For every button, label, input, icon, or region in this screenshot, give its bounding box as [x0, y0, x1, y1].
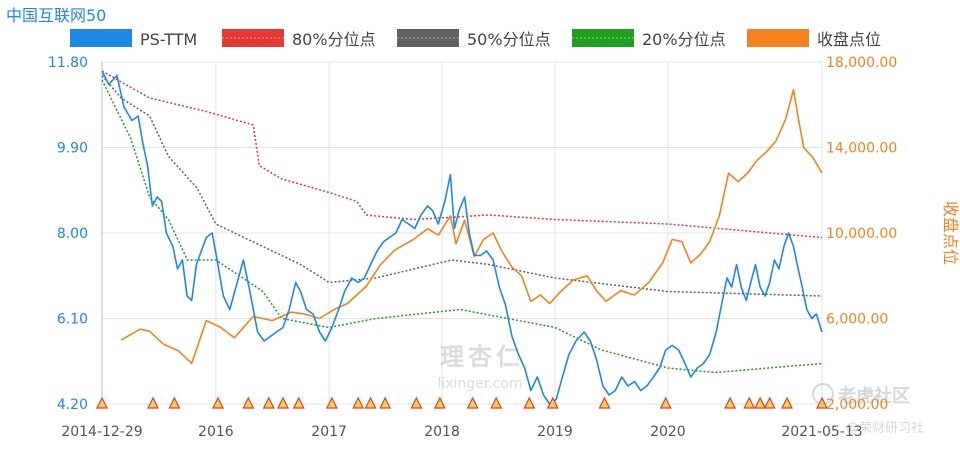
legend-label-p80: 80%分位点	[292, 30, 376, 49]
x-tick-label: 2019	[537, 424, 573, 440]
legend-item-p50: 50%分位点	[397, 29, 551, 49]
watermark-logo: 理杏仁 lixinger.com	[437, 343, 524, 392]
corner-logo-mark	[812, 383, 834, 405]
event-marker	[325, 396, 338, 409]
legend-swatch-p80	[222, 29, 284, 47]
y-left-tick-label: 4.20	[57, 397, 88, 413]
legend-item-ps: PS-TTM	[70, 29, 197, 49]
event-marker	[433, 396, 446, 409]
event-marker	[212, 396, 225, 409]
legend-label-p20: 20%分位点	[642, 30, 726, 49]
y-right-tick-label: 14,000.00	[826, 141, 897, 157]
legend-item-close: 收盘点位	[747, 29, 881, 49]
corner-logo-credit: @荣财研习社	[846, 420, 924, 436]
event-marker	[96, 396, 108, 409]
event-marker	[523, 396, 536, 409]
y-right-tick-label: 10,000.00	[826, 226, 897, 242]
event-marker	[379, 396, 392, 409]
x-tick-label: 2020	[650, 424, 686, 440]
x-tick-label: 2017	[311, 424, 347, 440]
y-left-tick-label: 6.10	[57, 312, 88, 328]
event-marker	[364, 396, 377, 409]
event-marker	[781, 396, 794, 409]
y-right-tick-label: 6,000.00	[826, 312, 888, 328]
event-marker	[410, 396, 423, 409]
corner-logo-name: 老虎社区	[838, 385, 910, 407]
x-tick-label: 2016	[198, 424, 234, 440]
y-left-tick-label: 11.80	[48, 55, 88, 71]
legend-label-p50: 50%分位点	[467, 30, 551, 49]
legend-item-p80: 80%分位点	[222, 29, 376, 49]
legend-swatch-p20	[572, 29, 634, 47]
legend-swatch-ps	[70, 29, 132, 47]
event-marker	[816, 396, 828, 409]
y-right-tick-label: 2,000.00	[826, 397, 888, 413]
legend-label-ps: PS-TTM	[140, 30, 197, 49]
event-marker	[262, 396, 275, 409]
event-marker	[466, 396, 479, 409]
y-right-tick-label: 18,000.00	[826, 55, 897, 71]
event-marker	[659, 396, 672, 409]
x-tick-label: 2014-12-29	[61, 424, 142, 440]
event-marker	[724, 396, 737, 409]
series-line-ps	[101, 70, 823, 405]
event-marker	[763, 396, 776, 409]
event-marker	[598, 396, 611, 409]
series-line-p50	[101, 75, 823, 297]
series-line-close	[120, 89, 823, 365]
x-tick-label: 2018	[424, 424, 460, 440]
y-right-axis-title: 收盘点位	[941, 201, 960, 265]
event-marker	[754, 396, 767, 409]
series-line-p20	[101, 79, 823, 374]
y-left-tick-label: 9.90	[57, 141, 88, 157]
event-marker	[490, 396, 503, 409]
chart-title: 中国互联网50	[6, 6, 107, 25]
event-marker	[292, 396, 305, 409]
corner-logo: 老虎社区 @荣财研习社	[812, 383, 924, 436]
y-left-tick-label: 8.00	[57, 226, 88, 242]
legend-item-p20: 20%分位点	[572, 29, 726, 49]
legend-swatch-close	[747, 29, 809, 47]
event-marker	[147, 396, 160, 409]
watermark-brand-url: lixinger.com	[437, 376, 522, 392]
x-tick-label: 2021-05-13	[781, 424, 862, 440]
legend-label-close: 收盘点位	[817, 30, 881, 49]
watermark-brand-cn: 理杏仁	[440, 343, 524, 371]
series-line-p80	[101, 70, 823, 239]
legend-swatch-p50	[397, 29, 459, 47]
event-marker	[242, 396, 255, 409]
event-marker	[743, 396, 756, 409]
event-marker	[277, 396, 289, 409]
event-marker	[168, 396, 181, 409]
event-marker	[352, 396, 365, 409]
event-marker	[546, 396, 559, 409]
